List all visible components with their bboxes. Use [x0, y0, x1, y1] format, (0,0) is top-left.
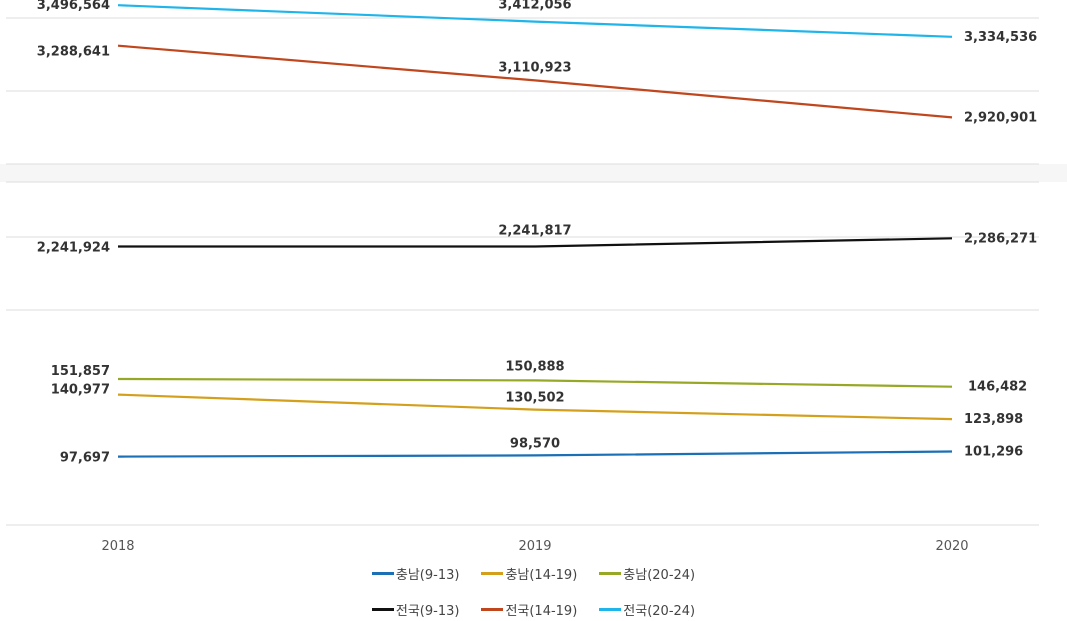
data-label: 2,286,271	[964, 231, 1037, 246]
legend-item-chungnam-14-19[interactable]: 충남(14-19)	[481, 564, 577, 583]
x-tick-label: 2020	[935, 539, 968, 554]
legend-row-2: 전국(9-13) 전국(14-19) 전국(20-24)	[0, 600, 1067, 619]
legend-swatch	[371, 608, 394, 611]
x-tick-label: 2018	[101, 539, 134, 554]
data-label: 123,898	[964, 412, 1023, 427]
data-label: 3,496,564	[37, 0, 110, 13]
legend-label: 충남(14-19)	[505, 568, 578, 583]
data-label: 151,857	[51, 364, 110, 379]
series-line	[117, 4, 953, 38]
axis-break-band	[0, 164, 1067, 182]
legend-item-national-9-13[interactable]: 전국(9-13)	[371, 600, 460, 619]
legend-swatch	[481, 572, 504, 575]
series-line	[117, 44, 953, 119]
legend-item-national-20-24[interactable]: 전국(20-24)	[599, 600, 695, 619]
x-tick-label: 2019	[518, 539, 551, 554]
series-line	[117, 393, 953, 421]
legend-item-chungnam-20-24[interactable]: 충남(20-24)	[599, 564, 695, 583]
data-label: 98,570	[510, 436, 560, 451]
data-label: 101,296	[964, 444, 1023, 459]
data-label: 3,288,641	[37, 45, 110, 60]
data-label: 2,241,924	[37, 240, 110, 255]
data-label: 150,888	[505, 359, 564, 374]
data-label: 3,412,056	[498, 0, 571, 13]
series-line	[117, 450, 953, 458]
legend-label: 충남(9-13)	[395, 568, 460, 583]
legend-item-chungnam-9-13[interactable]: 충남(9-13)	[371, 564, 460, 583]
legend-row-1: 충남(9-13) 충남(14-19) 충남(20-24)	[0, 564, 1067, 583]
data-label: 97,697	[60, 451, 110, 466]
legend-label: 충남(20-24)	[623, 568, 696, 583]
legend-label: 전국(9-13)	[395, 604, 460, 619]
series-line	[117, 377, 953, 388]
legend-item-national-14-19[interactable]: 전국(14-19)	[481, 600, 577, 619]
legend-swatch	[599, 608, 622, 611]
data-label: 2,920,901	[964, 110, 1037, 125]
data-label: 140,977	[51, 383, 110, 398]
data-label: 3,334,536	[964, 30, 1037, 45]
data-label: 3,110,923	[498, 60, 571, 75]
data-label: 2,241,817	[498, 224, 571, 239]
series-line	[118, 237, 953, 248]
legend-swatch	[371, 572, 394, 575]
legend-swatch	[481, 608, 504, 611]
data-label: 130,502	[505, 391, 564, 406]
legend-label: 전국(20-24)	[623, 604, 696, 619]
legend-label: 전국(14-19)	[505, 604, 578, 619]
legend-swatch	[599, 572, 622, 575]
data-label: 146,482	[968, 380, 1027, 395]
